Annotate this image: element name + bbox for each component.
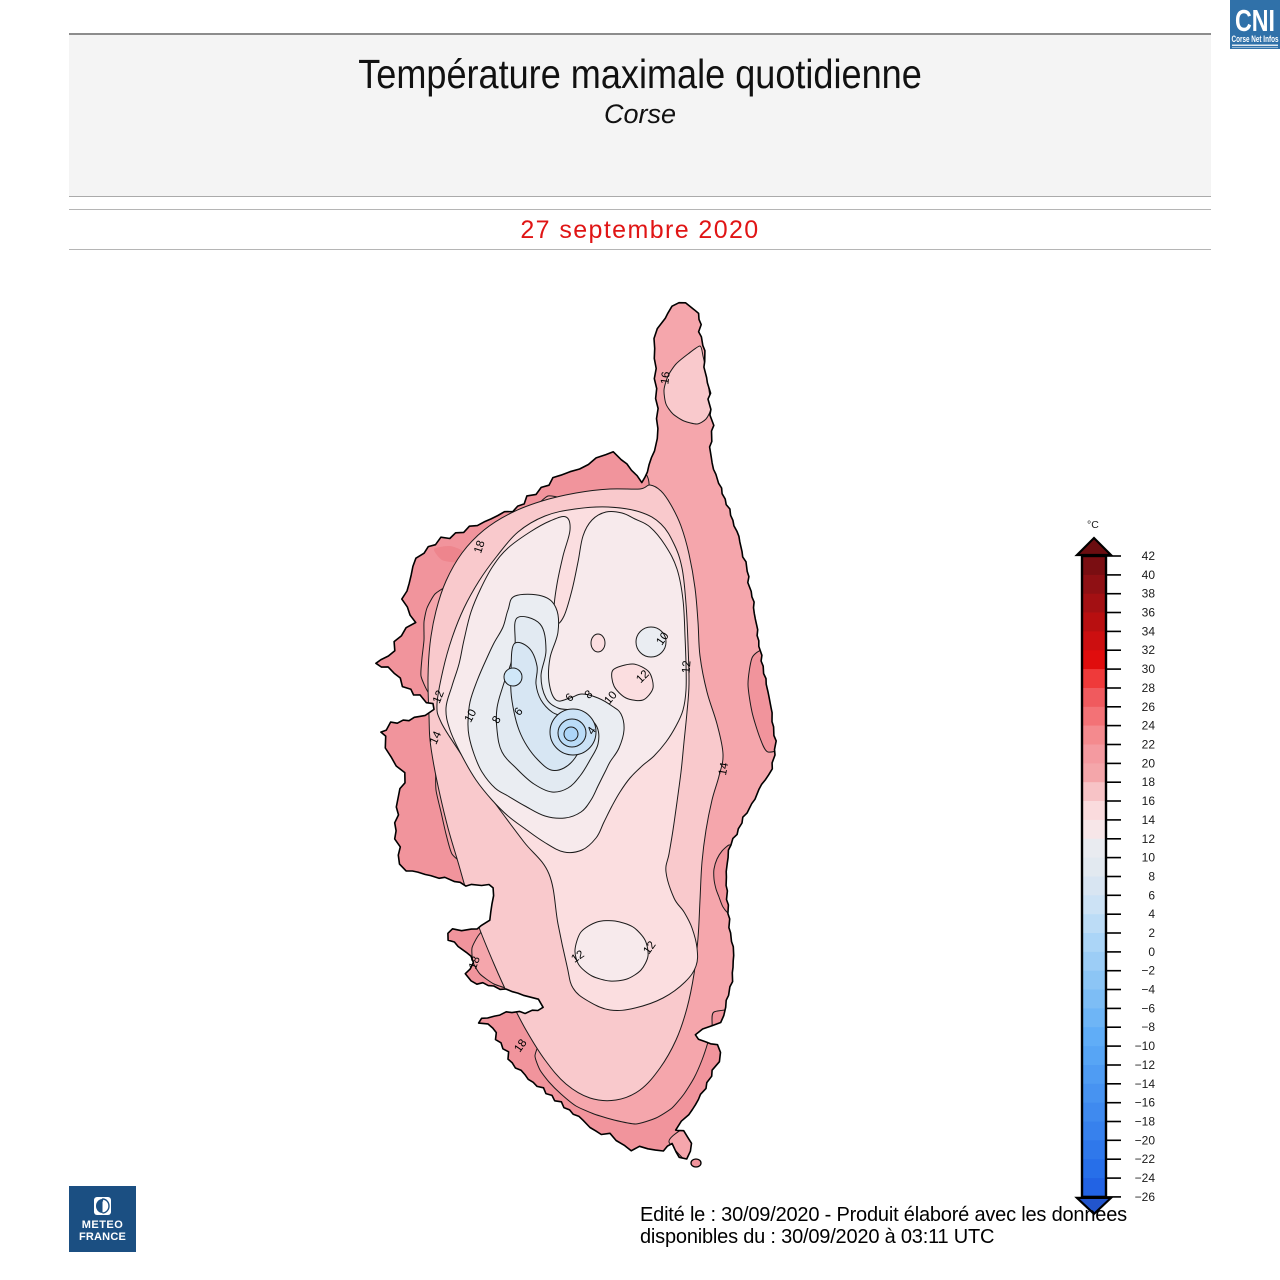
svg-text:16: 16 bbox=[1142, 794, 1156, 808]
svg-text:−20: −20 bbox=[1135, 1133, 1156, 1147]
svg-text:2: 2 bbox=[1148, 926, 1155, 940]
svg-text:16: 16 bbox=[659, 371, 672, 385]
svg-text:42: 42 bbox=[1142, 549, 1156, 563]
svg-text:10: 10 bbox=[463, 708, 480, 725]
svg-text:−2: −2 bbox=[1141, 964, 1155, 978]
svg-text:−18: −18 bbox=[1135, 1115, 1156, 1129]
svg-text:0: 0 bbox=[1148, 945, 1155, 959]
svg-text:18: 18 bbox=[472, 539, 487, 555]
svg-text:30: 30 bbox=[1142, 662, 1156, 676]
svg-text:6: 6 bbox=[1148, 888, 1155, 902]
svg-text:−24: −24 bbox=[1135, 1171, 1156, 1185]
svg-text:38: 38 bbox=[1142, 587, 1156, 601]
svg-text:20: 20 bbox=[1142, 756, 1156, 770]
svg-text:−14: −14 bbox=[1135, 1077, 1156, 1091]
svg-text:32: 32 bbox=[1142, 643, 1156, 657]
svg-text:12: 12 bbox=[431, 689, 447, 705]
svg-text:−6: −6 bbox=[1141, 1001, 1155, 1015]
svg-text:28: 28 bbox=[1142, 681, 1156, 695]
svg-text:4: 4 bbox=[1148, 907, 1155, 921]
svg-text:18: 18 bbox=[1142, 775, 1156, 789]
svg-text:40: 40 bbox=[1142, 568, 1156, 582]
svg-text:−10: −10 bbox=[1135, 1039, 1156, 1053]
svg-text:−4: −4 bbox=[1141, 983, 1155, 997]
svg-text:12: 12 bbox=[680, 660, 693, 674]
svg-text:°C: °C bbox=[1087, 519, 1099, 531]
svg-text:36: 36 bbox=[1142, 606, 1156, 620]
svg-text:10: 10 bbox=[1142, 851, 1156, 865]
svg-text:22: 22 bbox=[1142, 738, 1156, 752]
svg-text:Corse Net Infos: Corse Net Infos bbox=[1232, 34, 1279, 44]
svg-text:18: 18 bbox=[467, 955, 483, 971]
svg-text:−22: −22 bbox=[1135, 1152, 1156, 1166]
svg-text:26: 26 bbox=[1142, 700, 1156, 714]
svg-text:34: 34 bbox=[1142, 624, 1156, 638]
svg-text:−8: −8 bbox=[1141, 1020, 1155, 1034]
svg-text:24: 24 bbox=[1142, 719, 1156, 733]
svg-text:14: 14 bbox=[717, 761, 731, 776]
svg-text:−16: −16 bbox=[1135, 1096, 1156, 1110]
svg-text:12: 12 bbox=[1142, 832, 1156, 846]
svg-text:−26: −26 bbox=[1135, 1190, 1156, 1204]
svg-text:8: 8 bbox=[490, 714, 504, 726]
svg-text:14: 14 bbox=[1142, 813, 1156, 827]
svg-text:14: 14 bbox=[428, 729, 445, 746]
svg-text:8: 8 bbox=[1148, 870, 1155, 884]
svg-text:−12: −12 bbox=[1135, 1058, 1156, 1072]
svg-text:CNI: CNI bbox=[1235, 3, 1275, 38]
